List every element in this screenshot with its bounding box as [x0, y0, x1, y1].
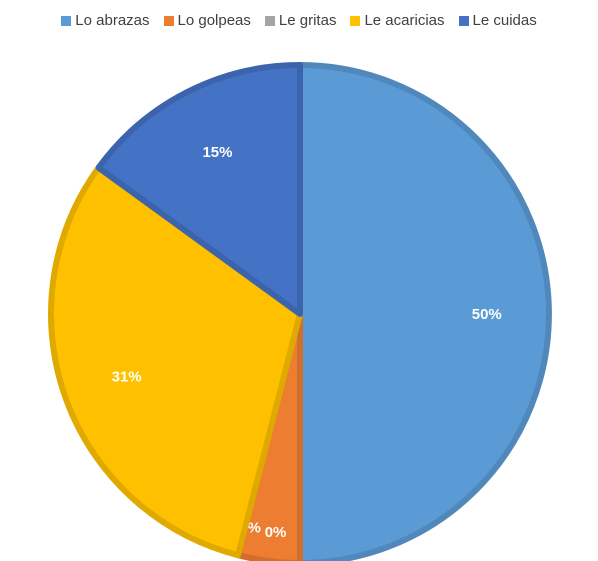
legend-label: Le acaricias [364, 12, 445, 29]
legend-item-le-cuidas: Le cuidas [458, 12, 537, 29]
legend-label: Lo golpeas [177, 12, 251, 29]
pie-slice-le-acaricias [48, 164, 303, 559]
data-label-le-gritas: 0% [265, 524, 287, 541]
legend-swatch [163, 15, 174, 26]
legend-label: Lo abrazas [75, 12, 150, 29]
legend-swatch [458, 15, 469, 26]
legend-label: Le cuidas [472, 12, 537, 29]
data-label-lo-abrazas: 50% [472, 306, 502, 323]
pie-slice-lo-abrazas [297, 62, 552, 561]
data-label-le-acaricias: 31% [112, 368, 142, 385]
legend-label: Le gritas [278, 12, 337, 29]
data-label-le-cuidas: 15% [202, 144, 232, 161]
chart-legend: Lo abrazas Lo golpeas Le gritas Le acari… [0, 12, 598, 29]
legend-swatch [264, 15, 275, 26]
legend-swatch [61, 15, 72, 26]
legend-item-le-acaricias: Le acaricias [350, 12, 445, 29]
legend-item-le-gritas: Le gritas [264, 12, 337, 29]
legend-item-lo-golpeas: Lo golpeas [163, 12, 251, 29]
legend-item-lo-abrazas: Lo abrazas [61, 12, 150, 29]
pie-slice-le-cuidas [95, 62, 303, 317]
legend-swatch [350, 15, 361, 26]
